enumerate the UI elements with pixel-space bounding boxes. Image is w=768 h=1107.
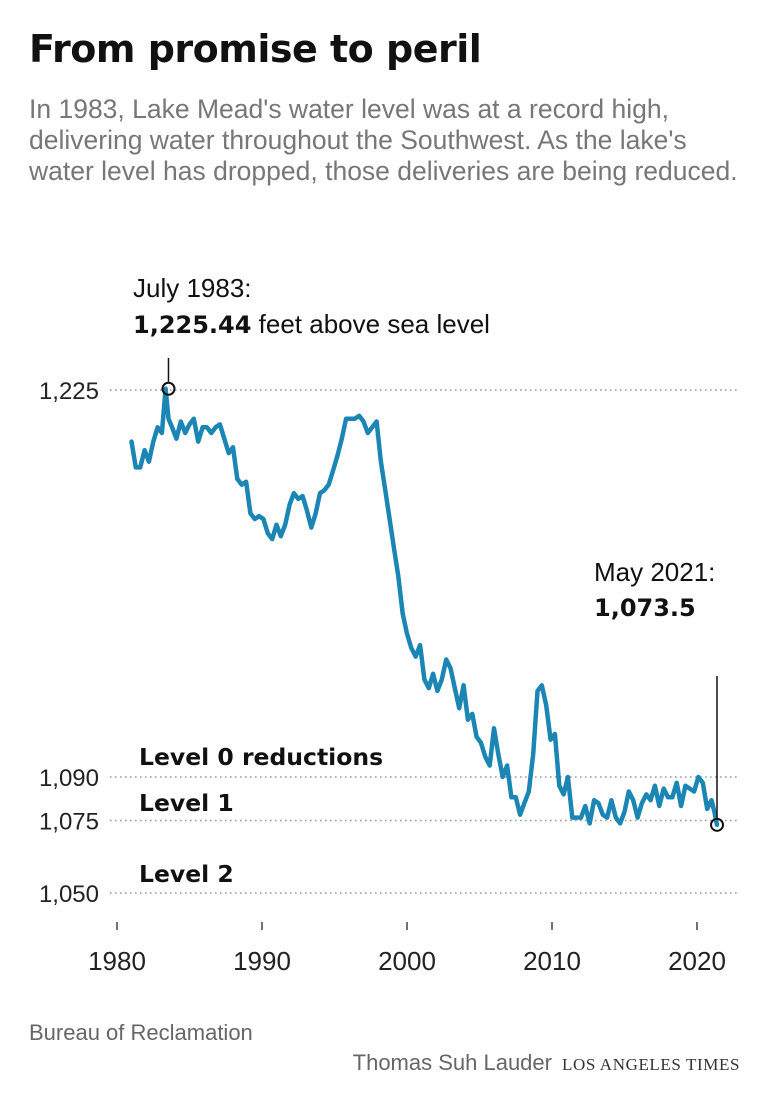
- annotation-marker: [161, 381, 176, 396]
- gridlines: [110, 389, 737, 894]
- publisher-logo: LOS ANGELES TIMES: [561, 1055, 740, 1074]
- y-axis-ticks: 1,050 1,075 1,090 1,225: [39, 378, 99, 908]
- annotation-value: 1,225.44 feet above sea level: [133, 309, 490, 339]
- source-credit: Bureau of Reclamation: [29, 1020, 253, 1045]
- x-tick-label: 2000: [378, 946, 436, 976]
- annotation-value-number: 1,225.44: [133, 311, 251, 339]
- annotations: July 1983: 1,225.44 feet above sea level M…: [133, 273, 725, 832]
- y-tick-label: 1,050: [39, 881, 99, 908]
- author-name: Thomas Suh Lauder: [352, 1050, 552, 1075]
- x-tick-label: 1990: [233, 946, 291, 976]
- annotation-label: May 2021:: [594, 557, 715, 587]
- byline-credit: Thomas Suh Lauder LOS ANGELES TIMES: [353, 1050, 740, 1076]
- annotation-value-unit: feet above sea level: [251, 309, 490, 339]
- series-line: [129, 386, 720, 828]
- series-layer: [129, 386, 720, 828]
- reference-line-label: Level 2: [139, 860, 234, 888]
- annotation-label: July 1983:: [133, 273, 252, 303]
- y-tick-label: 1,075: [39, 809, 99, 836]
- reference-line-label: Level 0 reductions: [139, 743, 383, 771]
- chart-title: From promise to peril: [29, 27, 482, 71]
- x-axis-ticks: 1980 1990 2000 2010 2020: [88, 922, 726, 976]
- x-tick-label: 1980: [88, 946, 146, 976]
- y-tick-label: 1,225: [39, 378, 99, 405]
- reference-line-label: Level 1: [139, 789, 234, 817]
- annotation-value: 1,073.5: [594, 594, 696, 622]
- annotation-marker: [710, 817, 725, 832]
- x-tick-label: 2010: [523, 946, 581, 976]
- reduction-level-labels: Level 0 reductions Level 1 Level 2: [139, 743, 383, 888]
- x-tick-label: 2020: [668, 946, 726, 976]
- chart-subtitle: In 1983, Lake Mead's water level was at …: [29, 94, 738, 186]
- y-tick-label: 1,090: [39, 765, 99, 792]
